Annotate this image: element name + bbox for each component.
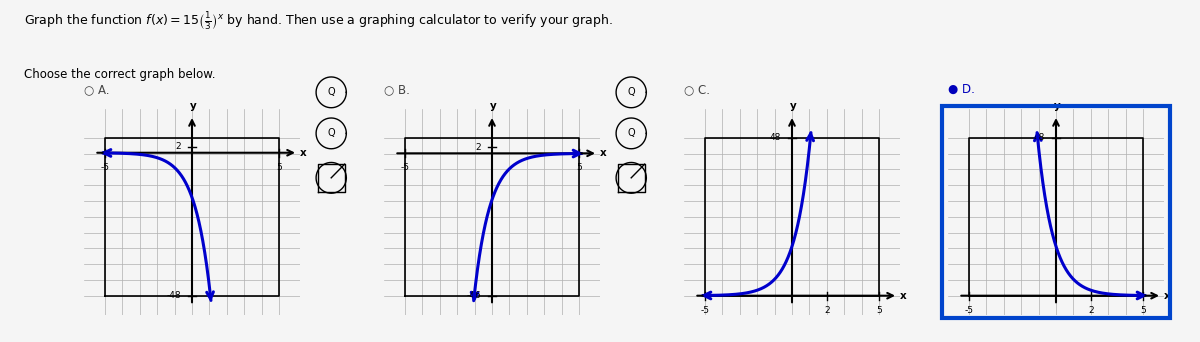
Text: Q: Q: [628, 87, 635, 97]
Text: 2: 2: [1088, 305, 1093, 315]
Text: y: y: [490, 101, 497, 111]
Text: 5: 5: [576, 163, 582, 172]
Text: 5: 5: [1140, 305, 1146, 315]
Text: 5: 5: [276, 162, 282, 172]
Text: 2: 2: [175, 142, 181, 151]
Text: Choose the correct graph below.: Choose the correct graph below.: [24, 68, 216, 81]
Text: -5: -5: [965, 305, 973, 315]
Text: -5: -5: [101, 162, 109, 172]
Text: 2: 2: [824, 305, 829, 315]
Text: 48: 48: [769, 133, 781, 142]
Text: ○ B.: ○ B.: [384, 83, 410, 96]
Text: y: y: [790, 101, 797, 111]
Text: -46: -46: [467, 291, 481, 300]
Text: 5: 5: [876, 305, 882, 315]
Text: -5: -5: [701, 305, 709, 315]
Text: ○ A.: ○ A.: [84, 83, 109, 96]
Text: ○ C.: ○ C.: [684, 83, 710, 96]
Text: 48: 48: [1033, 133, 1045, 142]
Text: -48: -48: [167, 291, 181, 300]
Text: x: x: [900, 291, 907, 301]
Text: -5: -5: [401, 163, 409, 172]
Text: x: x: [1164, 291, 1171, 301]
Text: Q: Q: [628, 128, 635, 139]
Text: x: x: [300, 148, 307, 158]
Text: x: x: [600, 148, 607, 158]
Text: Q: Q: [328, 87, 335, 97]
Text: Graph the function $f(x) = 15\left(\frac{1}{3}\right)^x$ by hand. Then use a gra: Graph the function $f(x) = 15\left(\frac…: [24, 10, 613, 32]
Text: 2: 2: [475, 143, 481, 152]
Text: y: y: [1054, 101, 1061, 111]
Text: ● D.: ● D.: [948, 83, 974, 96]
Text: y: y: [190, 101, 197, 111]
Text: Q: Q: [328, 128, 335, 139]
